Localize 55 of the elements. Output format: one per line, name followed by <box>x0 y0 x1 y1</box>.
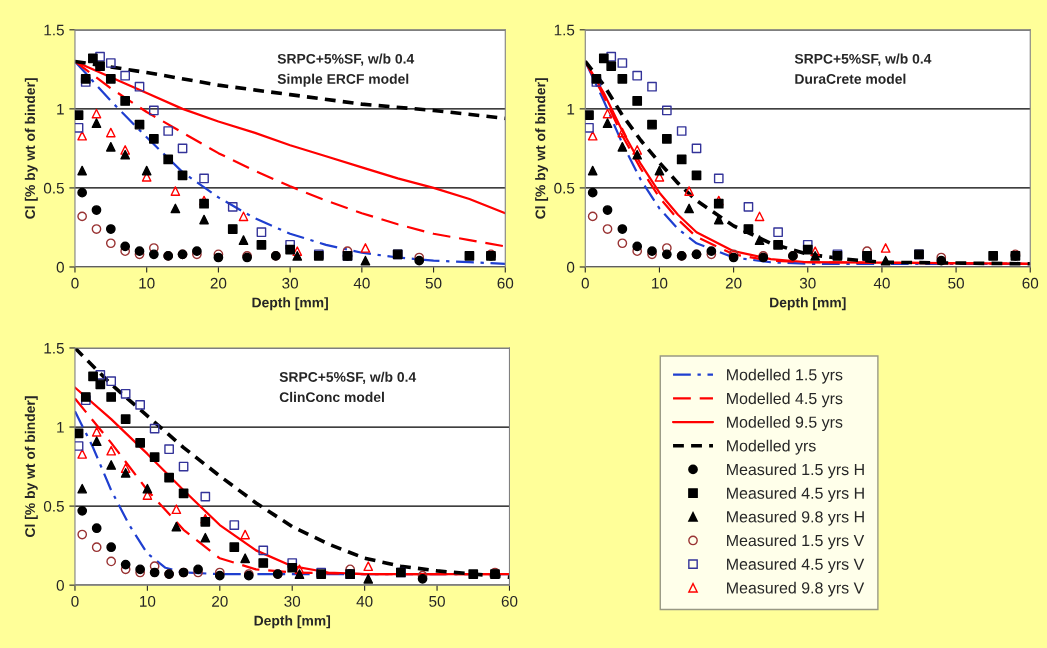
x-tick-label: 60 <box>1022 277 1039 289</box>
y-tick-label: 1 <box>57 422 64 433</box>
y-tick-label: 0 <box>566 261 575 273</box>
x-tick-label: 50 <box>429 595 445 607</box>
y-axis-title: Cl [% by wt of binder] <box>535 78 549 219</box>
legend-label: Measured 9.8 yrs H <box>727 510 864 526</box>
annotation: SRPC+5%SF, w/b 0.4 <box>279 371 417 384</box>
x-tick-label: 40 <box>873 277 890 289</box>
x-axis-title: Depth [mm] <box>254 615 331 629</box>
x-tick-label: 40 <box>353 277 370 289</box>
x-axis-title: Depth [mm] <box>770 297 846 311</box>
annotation: Simple ERCF model <box>277 73 409 87</box>
annotation: ClinConc model <box>279 391 384 403</box>
y-tick-label: 1.5 <box>44 24 64 36</box>
x-tick-label: 50 <box>425 277 442 289</box>
y-tick-label: 0.5 <box>43 182 64 194</box>
legend-label: Measured 1.5 yrs H <box>727 463 864 479</box>
x-tick-label: 40 <box>356 595 373 607</box>
annotation: SRPC+5%SF, w/b 0.4 <box>277 53 415 66</box>
legend-label: Measured 4.5 yrs V <box>727 558 865 574</box>
y-tick-label: 1.5 <box>44 343 64 354</box>
legend-label: Modelled 4.5 yrs <box>727 392 843 408</box>
legend-label: Measured 4.5 yrs H <box>727 487 864 502</box>
y-tick-label: 0.5 <box>554 182 575 194</box>
x-tick-label: 30 <box>282 277 299 289</box>
x-tick-label: 20 <box>212 595 228 607</box>
legend-label: Modelled 9.5 yrs <box>727 416 843 431</box>
y-tick-label: 1.5 <box>554 24 575 36</box>
x-tick-label: 0 <box>71 595 79 607</box>
x-tick-label: 60 <box>501 595 518 607</box>
x-tick-label: 0 <box>71 277 79 289</box>
legend-label: Measured 9.8 yrs V <box>727 581 865 597</box>
y-axis-title: Cl [% by wt of binder] <box>24 396 38 537</box>
legend-label: Modelled 1.5 yrs <box>727 368 843 384</box>
x-tick-label: 50 <box>948 277 964 289</box>
x-tick-label: 20 <box>210 277 227 289</box>
y-tick-label: 0.5 <box>43 500 64 512</box>
x-tick-label: 0 <box>581 277 589 289</box>
y-tick-label: 1 <box>57 103 64 115</box>
x-axis-title: Depth [mm] <box>252 297 328 311</box>
x-tick-label: 10 <box>140 595 156 607</box>
y-tick-label: 0 <box>56 261 64 273</box>
x-tick-label: 20 <box>725 277 742 289</box>
x-tick-label: 10 <box>652 277 668 289</box>
y-tick-label: 0 <box>56 580 64 591</box>
y-tick-label: 1 <box>567 103 575 115</box>
x-tick-label: 10 <box>139 277 155 289</box>
x-tick-label: 30 <box>799 277 816 289</box>
legend-label: Modelled yrs <box>727 439 816 455</box>
y-axis-title: Cl [% by wt of binder] <box>24 78 38 219</box>
x-tick-label: 60 <box>497 277 514 289</box>
annotation: DuraCrete model <box>795 73 906 84</box>
annotation: SRPC+5%SF, w/b 0.4 <box>794 53 932 66</box>
legend-label: Measured 1.5 yrs V <box>727 534 865 550</box>
x-tick-label: 30 <box>284 595 301 607</box>
